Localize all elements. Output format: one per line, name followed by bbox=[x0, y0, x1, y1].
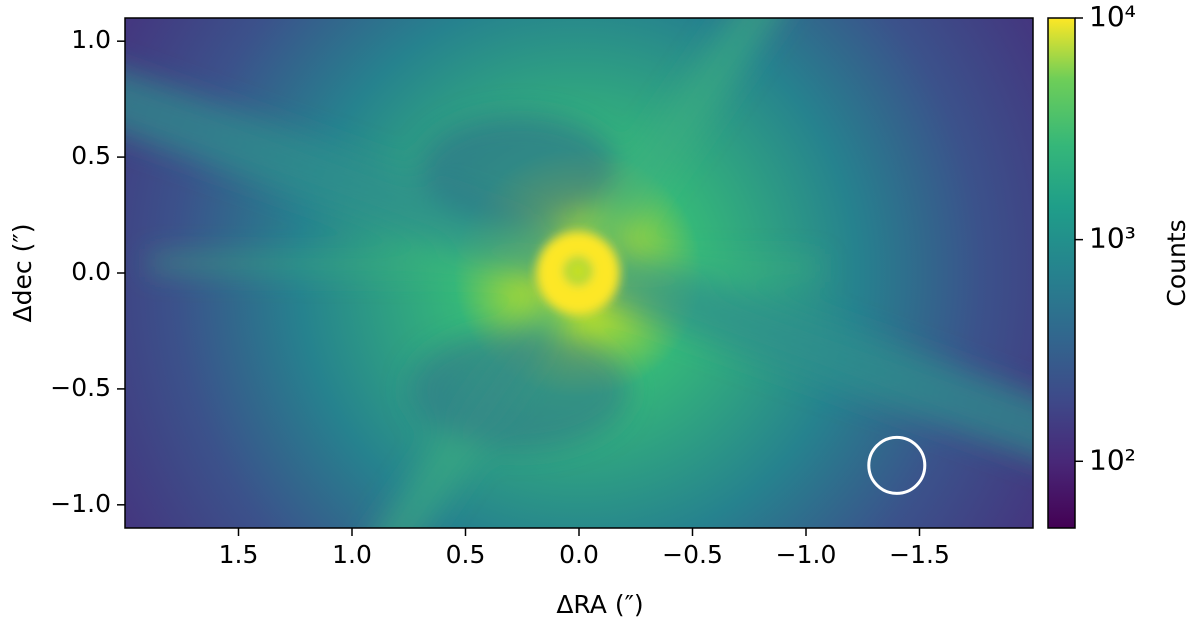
image bbox=[125, 18, 1033, 528]
x-tick-label: −1.5 bbox=[889, 540, 950, 569]
x-tick-label: 1.0 bbox=[332, 540, 372, 569]
x-tick-label: 0.5 bbox=[446, 540, 486, 569]
colorbar-label: Counts bbox=[1162, 219, 1191, 306]
y-tick-label: 1.0 bbox=[71, 25, 111, 54]
x-axis-label: ΔRA (″) bbox=[556, 590, 643, 619]
colorbar-tick-label: 10² bbox=[1089, 443, 1136, 476]
y-tick-label: 0.0 bbox=[71, 257, 111, 286]
x-tick-label: −0.5 bbox=[662, 540, 723, 569]
x-tick-label: 0.0 bbox=[559, 540, 599, 569]
colorbar-tick-label: 10³ bbox=[1089, 222, 1136, 255]
x-tick-label: −1.0 bbox=[776, 540, 837, 569]
colorbar-tick-label: 10⁴ bbox=[1089, 0, 1136, 33]
y-axis-label: Δdec (″) bbox=[8, 224, 37, 323]
x-tick-label: 1.5 bbox=[219, 540, 259, 569]
colorbar bbox=[1047, 17, 1076, 529]
y-tick-label: −0.5 bbox=[50, 373, 111, 402]
companion-marker bbox=[867, 435, 927, 495]
y-tick-label: −1.0 bbox=[50, 489, 111, 518]
y-tick-label: 0.5 bbox=[71, 141, 111, 170]
